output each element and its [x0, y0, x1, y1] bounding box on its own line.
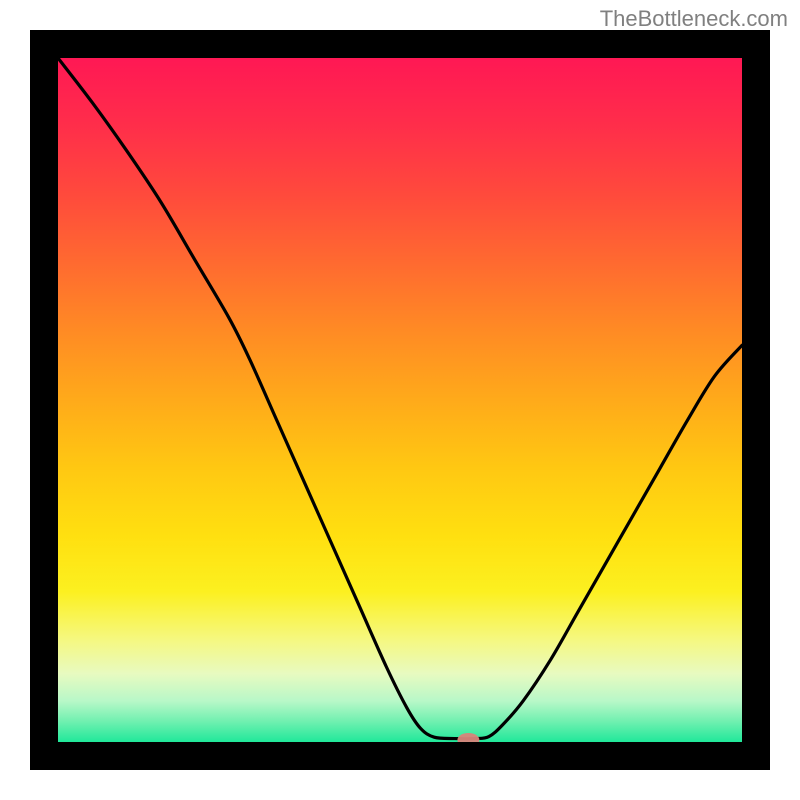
- chart-container: TheBottleneck.com: [0, 0, 800, 800]
- watermark-text: TheBottleneck.com: [600, 6, 788, 32]
- plot-background: [58, 58, 742, 742]
- bottleneck-chart: [0, 0, 800, 800]
